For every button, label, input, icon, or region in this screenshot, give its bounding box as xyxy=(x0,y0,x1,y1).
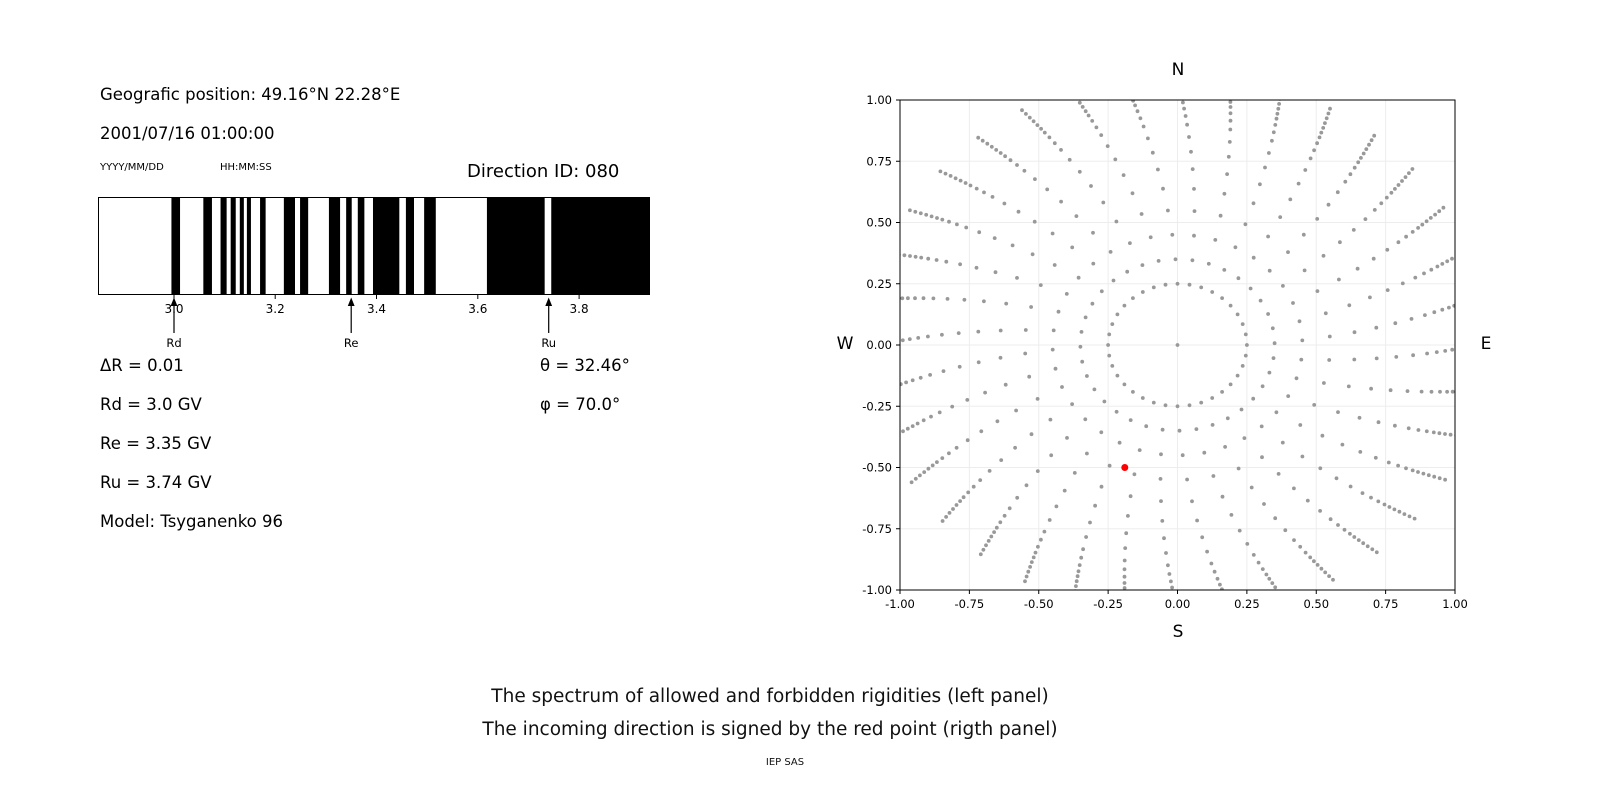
rigidity-spectrum-plot: 3.0 3.2 3.4 3.6 3.8Rd Re Ru xyxy=(98,197,650,350)
theta-label: θ = 32.46° xyxy=(540,356,630,375)
svg-text:-0.50: -0.50 xyxy=(1024,597,1054,611)
datetime-label: 2001/07/16 01:00:00 xyxy=(100,124,275,143)
svg-text:-0.75: -0.75 xyxy=(954,597,984,611)
svg-text:-0.25: -0.25 xyxy=(862,399,892,413)
svg-text:Ru: Ru xyxy=(541,336,556,350)
svg-text:0.25: 0.25 xyxy=(1234,597,1260,611)
svg-text:3.6: 3.6 xyxy=(468,302,487,316)
delta-r-label: ΔR = 0.01 xyxy=(100,356,184,375)
model-label: Model: Tsyganenko 96 xyxy=(100,512,284,531)
credit-label: IEP SAS xyxy=(765,757,805,768)
time-format-hint: HH:MM:SS xyxy=(220,162,272,173)
svg-text:0.75: 0.75 xyxy=(866,154,892,168)
svg-text:-1.00: -1.00 xyxy=(885,597,915,611)
geographic-position-label: Geografic position: 49.16°N 22.28°E xyxy=(100,85,401,104)
svg-text:-0.75: -0.75 xyxy=(862,522,892,536)
svg-text:1.00: 1.00 xyxy=(1442,597,1468,611)
svg-text:-1.00: -1.00 xyxy=(862,583,892,597)
svg-text:3.8: 3.8 xyxy=(570,302,589,316)
direction-id-label: Direction ID: 080 xyxy=(467,161,620,182)
svg-text:1.00: 1.00 xyxy=(866,93,892,107)
svg-text:0.00: 0.00 xyxy=(866,338,892,352)
svg-text:3.4: 3.4 xyxy=(367,302,386,316)
svg-text:0.50: 0.50 xyxy=(1303,597,1329,611)
caption-line2: The incoming direction is signed by the … xyxy=(482,719,1058,740)
asymptotic-direction-plot: -1.00 -0.75 -0.50 -0.25 0.00 0.25 0.50 0.75 1.00… xyxy=(862,93,1468,611)
compass-west-label: W xyxy=(836,334,854,354)
ru-label: Ru = 3.74 GV xyxy=(100,473,212,492)
svg-text:0.00: 0.00 xyxy=(1165,597,1191,611)
compass-north-label: N xyxy=(1171,60,1185,80)
compass-south-label: S xyxy=(1172,622,1184,642)
svg-text:-0.25: -0.25 xyxy=(1093,597,1123,611)
svg-text:0.75: 0.75 xyxy=(1373,597,1399,611)
rd-label: Rd = 3.0 GV xyxy=(100,395,202,414)
svg-text:-0.50: -0.50 xyxy=(862,461,892,475)
compass-east-label: E xyxy=(1480,334,1492,354)
svg-text:Re: Re xyxy=(344,336,359,350)
svg-text:3.2: 3.2 xyxy=(266,302,285,316)
re-label: Re = 3.35 GV xyxy=(100,434,212,453)
svg-text:0.50: 0.50 xyxy=(866,216,892,230)
phi-label: φ = 70.0° xyxy=(540,395,621,414)
caption-line1: The spectrum of allowed and forbidden ri… xyxy=(491,686,1049,707)
date-format-hint: YYYY/MM/DD xyxy=(100,162,164,173)
svg-text:0.25: 0.25 xyxy=(866,277,892,291)
svg-text:Rd: Rd xyxy=(166,336,181,350)
